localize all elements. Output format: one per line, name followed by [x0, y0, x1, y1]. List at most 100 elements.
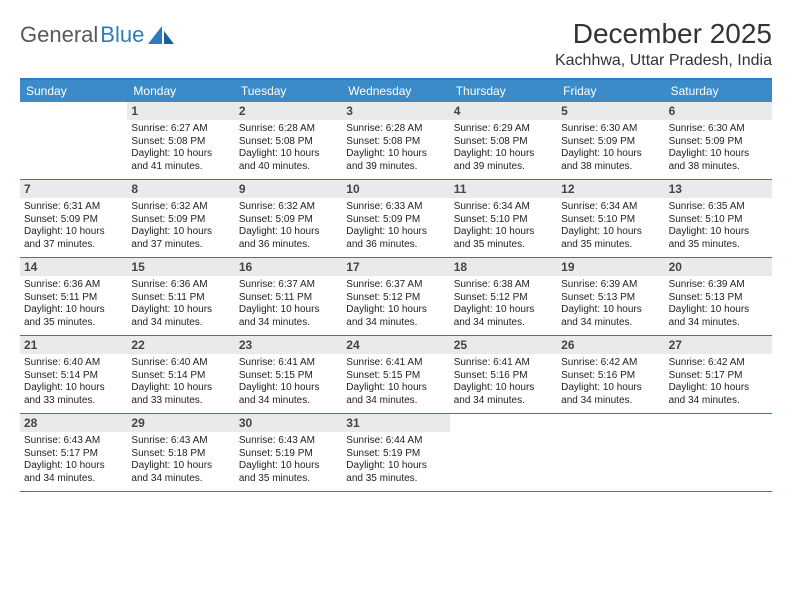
empty-day-cell — [557, 414, 664, 492]
day-number: 28 — [20, 414, 127, 432]
weekday-header: Monday — [127, 80, 234, 102]
day-cell: 10Sunrise: 6:33 AMSunset: 5:09 PMDayligh… — [342, 180, 449, 258]
weeks-container: 1Sunrise: 6:27 AMSunset: 5:08 PMDaylight… — [20, 102, 772, 492]
day-cell: 4Sunrise: 6:29 AMSunset: 5:08 PMDaylight… — [450, 102, 557, 180]
day-details: Sunrise: 6:27 AMSunset: 5:08 PMDaylight:… — [127, 120, 234, 179]
weekday-row: SundayMondayTuesdayWednesdayThursdayFrid… — [20, 80, 772, 102]
weekday-header: Thursday — [450, 80, 557, 102]
day-details: Sunrise: 6:42 AMSunset: 5:17 PMDaylight:… — [665, 354, 772, 413]
day-cell: 26Sunrise: 6:42 AMSunset: 5:16 PMDayligh… — [557, 336, 664, 414]
day-number: 18 — [450, 258, 557, 276]
location: Kachhwa, Uttar Pradesh, India — [555, 52, 772, 70]
day-cell: 7Sunrise: 6:31 AMSunset: 5:09 PMDaylight… — [20, 180, 127, 258]
day-cell: 13Sunrise: 6:35 AMSunset: 5:10 PMDayligh… — [665, 180, 772, 258]
brand-logo: GeneralBlue — [20, 18, 174, 48]
day-cell: 2Sunrise: 6:28 AMSunset: 5:08 PMDaylight… — [235, 102, 342, 180]
day-details: Sunrise: 6:42 AMSunset: 5:16 PMDaylight:… — [557, 354, 664, 413]
day-cell: 29Sunrise: 6:43 AMSunset: 5:18 PMDayligh… — [127, 414, 234, 492]
month-title: December 2025 — [555, 18, 772, 50]
day-cell: 31Sunrise: 6:44 AMSunset: 5:19 PMDayligh… — [342, 414, 449, 492]
day-details: Sunrise: 6:40 AMSunset: 5:14 PMDaylight:… — [127, 354, 234, 413]
header: GeneralBlue December 2025 Kachhwa, Uttar… — [20, 18, 772, 70]
day-number: 8 — [127, 180, 234, 198]
weekday-header: Friday — [557, 80, 664, 102]
day-details: Sunrise: 6:31 AMSunset: 5:09 PMDaylight:… — [20, 198, 127, 257]
day-number: 3 — [342, 102, 449, 120]
day-number: 16 — [235, 258, 342, 276]
day-details: Sunrise: 6:41 AMSunset: 5:15 PMDaylight:… — [342, 354, 449, 413]
day-cell: 14Sunrise: 6:36 AMSunset: 5:11 PMDayligh… — [20, 258, 127, 336]
day-number: 10 — [342, 180, 449, 198]
day-number: 23 — [235, 336, 342, 354]
day-cell: 19Sunrise: 6:39 AMSunset: 5:13 PMDayligh… — [557, 258, 664, 336]
calendar: SundayMondayTuesdayWednesdayThursdayFrid… — [20, 78, 772, 492]
day-cell: 30Sunrise: 6:43 AMSunset: 5:19 PMDayligh… — [235, 414, 342, 492]
day-number: 7 — [20, 180, 127, 198]
day-cell: 18Sunrise: 6:38 AMSunset: 5:12 PMDayligh… — [450, 258, 557, 336]
day-number: 1 — [127, 102, 234, 120]
day-details: Sunrise: 6:30 AMSunset: 5:09 PMDaylight:… — [557, 120, 664, 179]
day-number: 24 — [342, 336, 449, 354]
day-cell: 8Sunrise: 6:32 AMSunset: 5:09 PMDaylight… — [127, 180, 234, 258]
weekday-header: Sunday — [20, 80, 127, 102]
day-details: Sunrise: 6:43 AMSunset: 5:19 PMDaylight:… — [235, 432, 342, 491]
brand-part1: General — [20, 22, 98, 48]
week-row: 7Sunrise: 6:31 AMSunset: 5:09 PMDaylight… — [20, 180, 772, 258]
day-cell: 23Sunrise: 6:41 AMSunset: 5:15 PMDayligh… — [235, 336, 342, 414]
day-details: Sunrise: 6:35 AMSunset: 5:10 PMDaylight:… — [665, 198, 772, 257]
day-details: Sunrise: 6:41 AMSunset: 5:16 PMDaylight:… — [450, 354, 557, 413]
brand-part2: Blue — [100, 22, 144, 48]
weekday-header: Wednesday — [342, 80, 449, 102]
day-number: 12 — [557, 180, 664, 198]
week-row: 14Sunrise: 6:36 AMSunset: 5:11 PMDayligh… — [20, 258, 772, 336]
day-number: 15 — [127, 258, 234, 276]
day-details: Sunrise: 6:28 AMSunset: 5:08 PMDaylight:… — [235, 120, 342, 179]
logo-sail-icon — [148, 26, 174, 44]
day-number: 5 — [557, 102, 664, 120]
day-cell: 27Sunrise: 6:42 AMSunset: 5:17 PMDayligh… — [665, 336, 772, 414]
day-number: 2 — [235, 102, 342, 120]
day-details: Sunrise: 6:28 AMSunset: 5:08 PMDaylight:… — [342, 120, 449, 179]
empty-day-cell — [450, 414, 557, 492]
day-details: Sunrise: 6:34 AMSunset: 5:10 PMDaylight:… — [450, 198, 557, 257]
day-details: Sunrise: 6:30 AMSunset: 5:09 PMDaylight:… — [665, 120, 772, 179]
day-number: 11 — [450, 180, 557, 198]
day-details: Sunrise: 6:33 AMSunset: 5:09 PMDaylight:… — [342, 198, 449, 257]
day-cell: 5Sunrise: 6:30 AMSunset: 5:09 PMDaylight… — [557, 102, 664, 180]
day-number: 6 — [665, 102, 772, 120]
day-cell: 25Sunrise: 6:41 AMSunset: 5:16 PMDayligh… — [450, 336, 557, 414]
day-number: 9 — [235, 180, 342, 198]
day-details: Sunrise: 6:32 AMSunset: 5:09 PMDaylight:… — [235, 198, 342, 257]
day-details: Sunrise: 6:41 AMSunset: 5:15 PMDaylight:… — [235, 354, 342, 413]
day-cell: 22Sunrise: 6:40 AMSunset: 5:14 PMDayligh… — [127, 336, 234, 414]
day-number: 4 — [450, 102, 557, 120]
day-details: Sunrise: 6:37 AMSunset: 5:12 PMDaylight:… — [342, 276, 449, 335]
week-row: 1Sunrise: 6:27 AMSunset: 5:08 PMDaylight… — [20, 102, 772, 180]
weekday-header: Saturday — [665, 80, 772, 102]
day-details: Sunrise: 6:43 AMSunset: 5:18 PMDaylight:… — [127, 432, 234, 491]
empty-day-cell — [20, 102, 127, 180]
day-cell: 20Sunrise: 6:39 AMSunset: 5:13 PMDayligh… — [665, 258, 772, 336]
day-number: 20 — [665, 258, 772, 276]
day-details: Sunrise: 6:32 AMSunset: 5:09 PMDaylight:… — [127, 198, 234, 257]
day-details: Sunrise: 6:34 AMSunset: 5:10 PMDaylight:… — [557, 198, 664, 257]
day-number: 13 — [665, 180, 772, 198]
day-cell: 1Sunrise: 6:27 AMSunset: 5:08 PMDaylight… — [127, 102, 234, 180]
day-details: Sunrise: 6:38 AMSunset: 5:12 PMDaylight:… — [450, 276, 557, 335]
week-row: 21Sunrise: 6:40 AMSunset: 5:14 PMDayligh… — [20, 336, 772, 414]
day-details: Sunrise: 6:43 AMSunset: 5:17 PMDaylight:… — [20, 432, 127, 491]
title-block: December 2025 Kachhwa, Uttar Pradesh, In… — [555, 18, 772, 70]
day-number: 17 — [342, 258, 449, 276]
day-cell: 24Sunrise: 6:41 AMSunset: 5:15 PMDayligh… — [342, 336, 449, 414]
day-cell: 3Sunrise: 6:28 AMSunset: 5:08 PMDaylight… — [342, 102, 449, 180]
day-cell: 12Sunrise: 6:34 AMSunset: 5:10 PMDayligh… — [557, 180, 664, 258]
weekday-header: Tuesday — [235, 80, 342, 102]
day-details: Sunrise: 6:39 AMSunset: 5:13 PMDaylight:… — [665, 276, 772, 335]
day-number: 27 — [665, 336, 772, 354]
day-number: 31 — [342, 414, 449, 432]
day-cell: 11Sunrise: 6:34 AMSunset: 5:10 PMDayligh… — [450, 180, 557, 258]
day-number: 26 — [557, 336, 664, 354]
day-number: 21 — [20, 336, 127, 354]
day-cell: 9Sunrise: 6:32 AMSunset: 5:09 PMDaylight… — [235, 180, 342, 258]
day-details: Sunrise: 6:37 AMSunset: 5:11 PMDaylight:… — [235, 276, 342, 335]
